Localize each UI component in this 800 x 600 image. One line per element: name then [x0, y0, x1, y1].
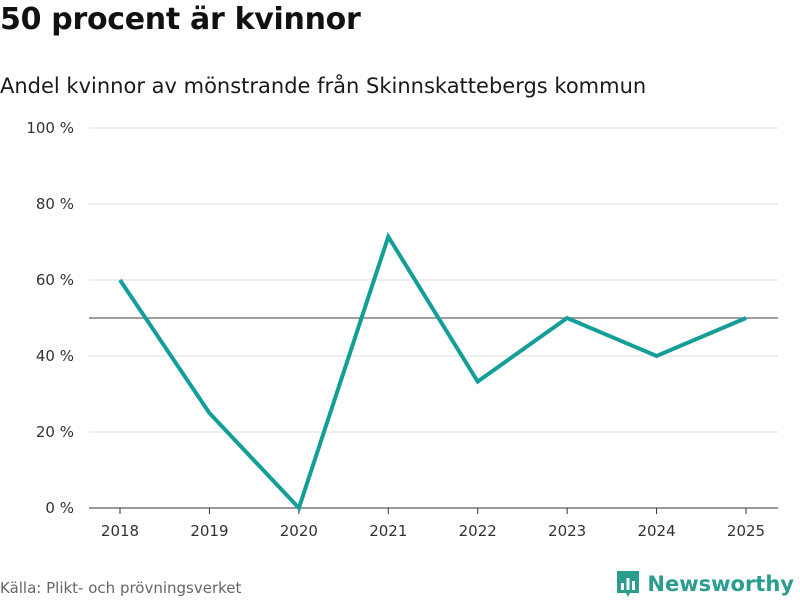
chart-subtitle: Andel kvinnor av mönstrande från Skinnsk… [0, 74, 647, 98]
source-note: Källa: Plikt- och prövningsverket [0, 579, 242, 597]
data-point [207, 411, 211, 415]
bar-chart-logo-icon [617, 571, 640, 597]
x-tick-label: 2021 [369, 522, 407, 540]
data-point [744, 316, 748, 320]
chart-title: 50 procent är kvinnor [0, 2, 361, 37]
y-tick-label: 0 % [45, 499, 74, 517]
data-point [118, 278, 122, 282]
x-tick-label: 2019 [190, 522, 228, 540]
brand-name: Newsworthy [647, 572, 794, 596]
y-tick-label: 40 % [36, 347, 74, 365]
x-tick-label: 2024 [637, 522, 675, 540]
data-point [655, 354, 659, 358]
x-tick-label: 2020 [280, 522, 318, 540]
y-tick-label: 60 % [36, 271, 74, 289]
x-tick-label: 2025 [727, 522, 765, 540]
line-chart: 0 % 20 % 40 % 60 % 80 % 100 % 2018 2019 2020 2021… [26, 119, 778, 540]
data-point [565, 316, 569, 320]
y-tick-label: 20 % [36, 423, 74, 441]
data-point [386, 235, 390, 239]
y-tick-label: 80 % [36, 195, 74, 213]
data-point [476, 379, 480, 383]
series-line-andel-kvinnor [118, 231, 747, 512]
data-point [297, 506, 301, 510]
x-tick-label: 2022 [459, 522, 497, 540]
brand-logo: Newsworthy [615, 568, 794, 600]
x-tick-label: 2018 [101, 522, 139, 540]
x-tick-label: 2023 [548, 522, 586, 540]
y-tick-label: 100 % [26, 119, 74, 137]
